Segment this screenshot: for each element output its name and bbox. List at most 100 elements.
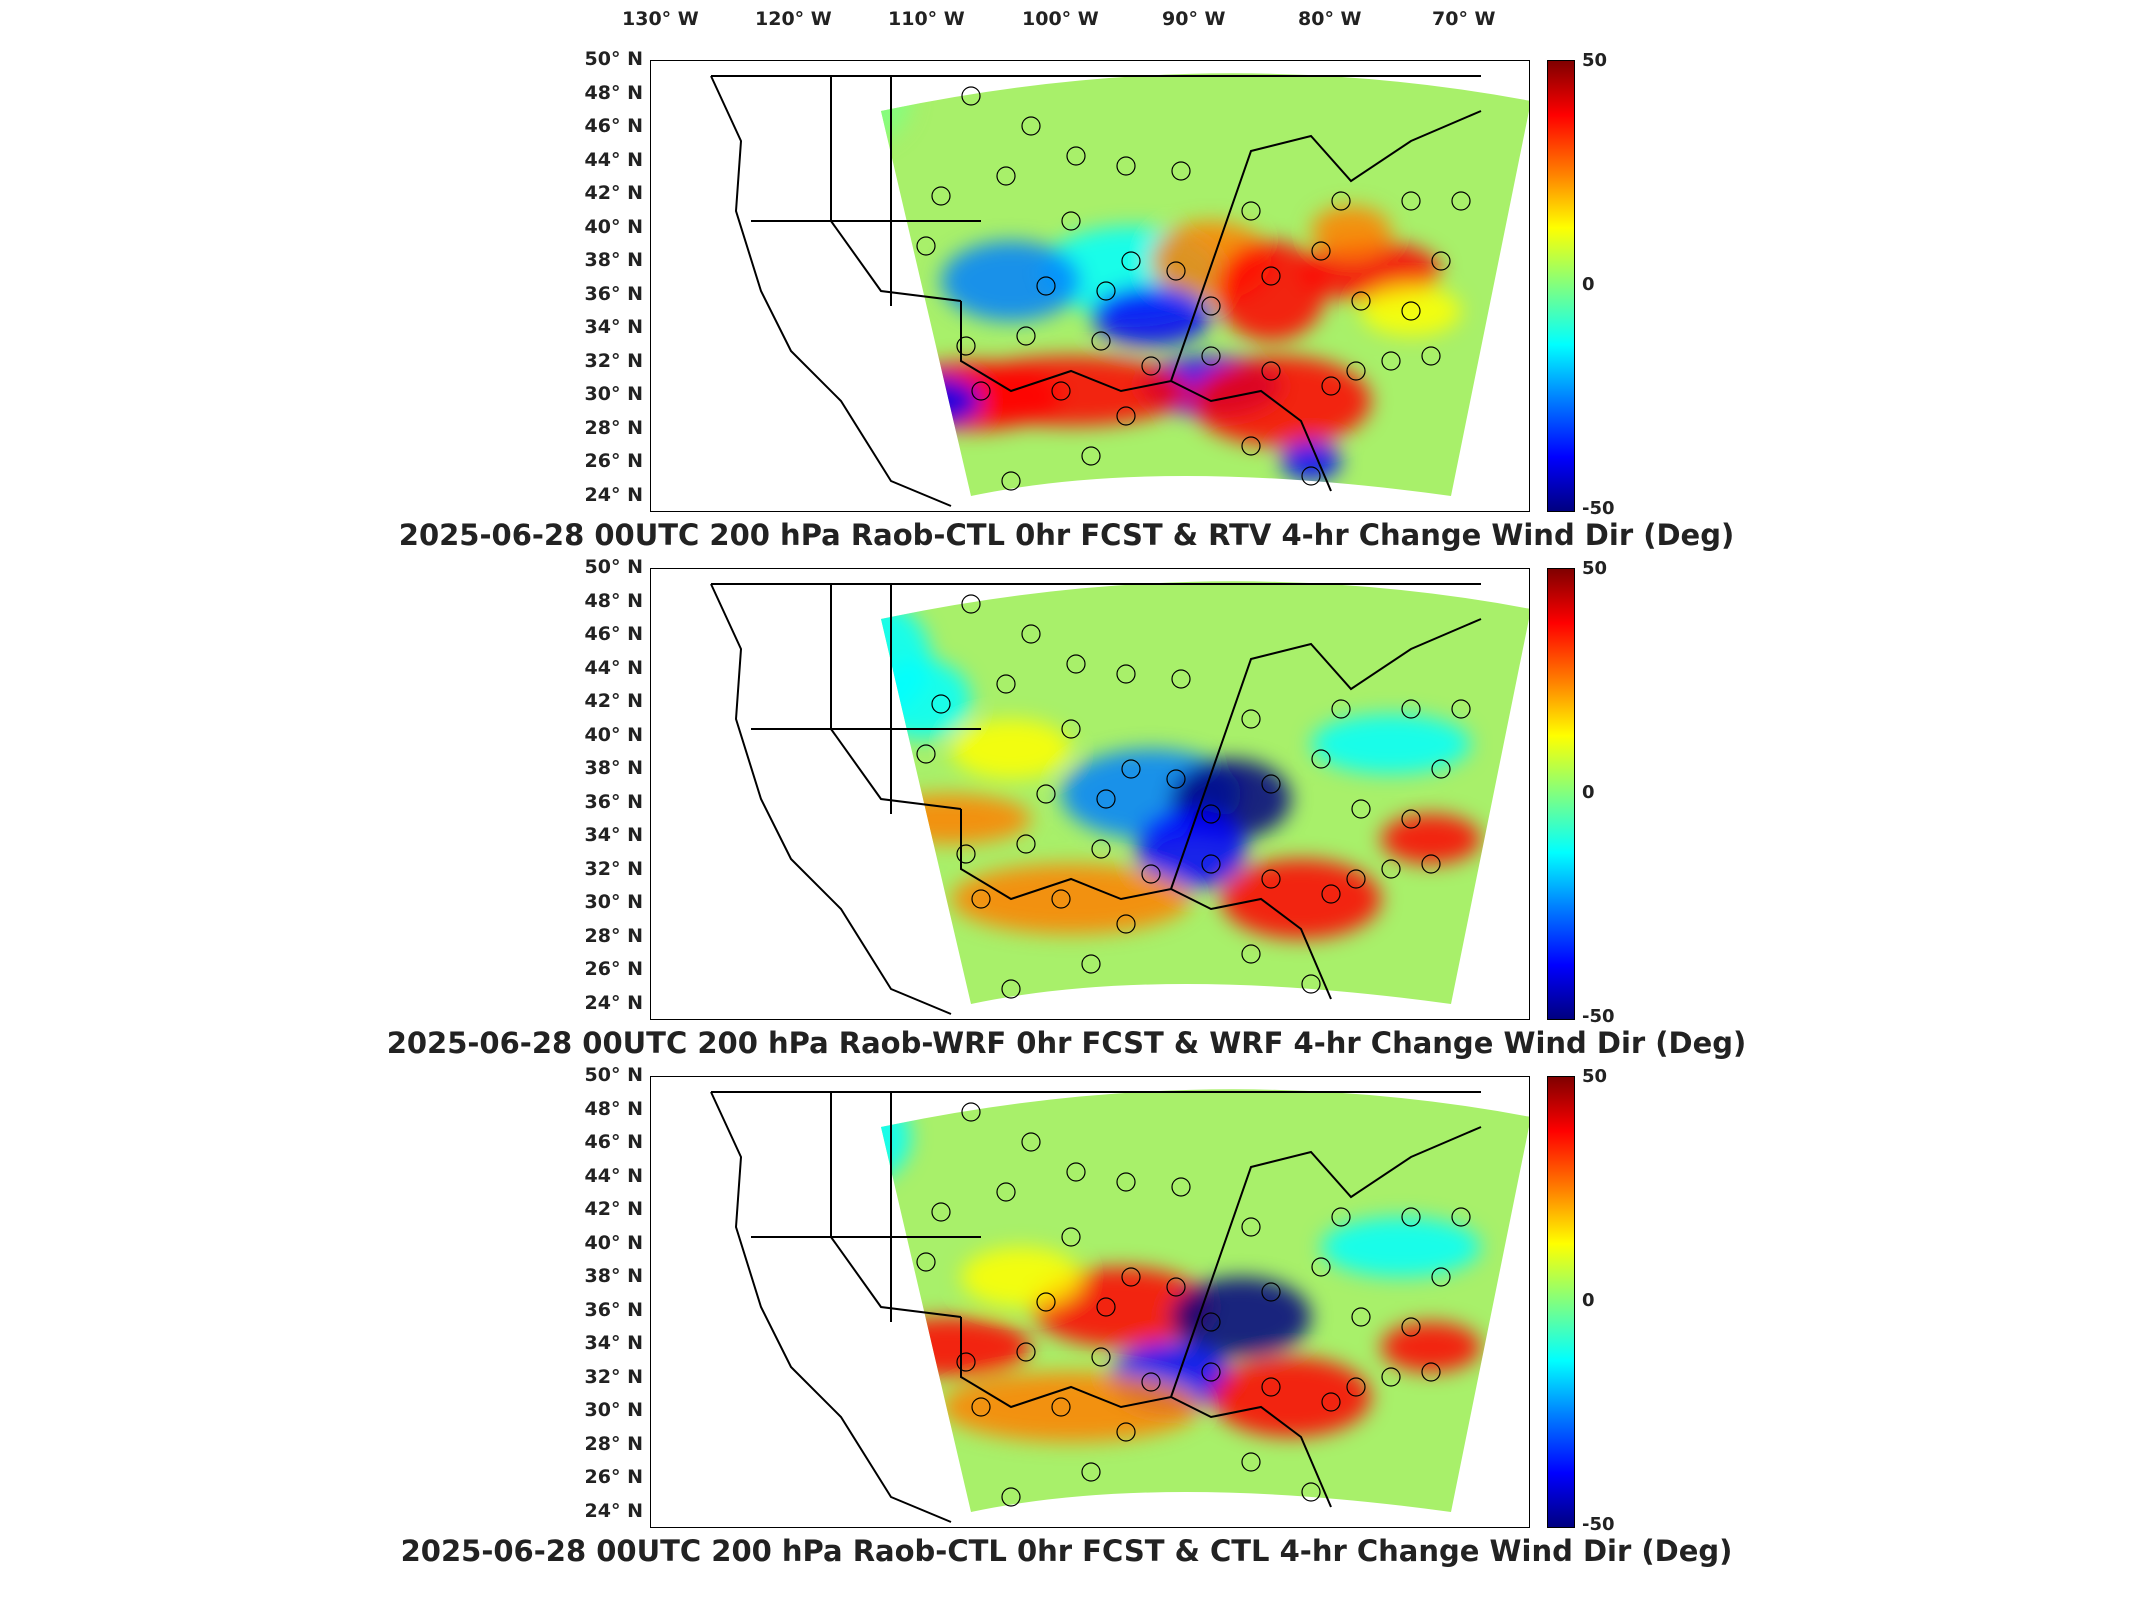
raob-station-marker — [1241, 1217, 1261, 1237]
raob-station-marker — [1201, 804, 1221, 824]
lat-label: 24° N — [584, 991, 643, 1014]
raob-station-marker — [1261, 1377, 1281, 1397]
raob-station-marker — [1061, 719, 1081, 739]
raob-station-marker — [1171, 1177, 1191, 1197]
raob-station-marker — [1201, 1362, 1221, 1382]
raob-station-marker — [1241, 709, 1261, 729]
map-svg — [710, 73, 1529, 507]
colorbar-mid-label: 0 — [1582, 274, 1595, 295]
raob-station-marker — [971, 889, 991, 909]
raob-station-marker — [1331, 699, 1351, 719]
raob-station-marker — [1096, 1297, 1116, 1317]
lon-label: 120° W — [755, 8, 832, 30]
field-anomaly — [1381, 814, 1481, 864]
lat-label: 32° N — [584, 349, 643, 372]
raob-station-marker — [1431, 1267, 1451, 1287]
raob-station-marker — [1166, 769, 1186, 789]
raob-station-marker — [1141, 1372, 1161, 1392]
raob-station-marker — [1201, 854, 1221, 874]
raob-station-marker — [1036, 1292, 1056, 1312]
lon-label: 130° W — [622, 8, 699, 30]
raob-station-marker — [971, 1397, 991, 1417]
colorbar-max-label: 50 — [1582, 50, 1608, 71]
raob-station-marker — [916, 1252, 936, 1272]
colorbar-max-label: 50 — [1582, 1066, 1608, 1087]
field-anomaly — [881, 1317, 1031, 1377]
lon-label: 90° W — [1162, 8, 1226, 30]
raob-station-marker — [1311, 241, 1331, 261]
raob-station-marker — [1421, 854, 1441, 874]
raob-station-marker — [931, 186, 951, 206]
panel-title: 2025-06-28 00UTC 200 hPa Raob-WRF 0hr FC… — [386, 1026, 1747, 1060]
lat-label: 50° N — [584, 556, 643, 578]
field-anomaly — [1321, 1217, 1481, 1277]
lat-label: 48° N — [584, 81, 643, 104]
map-frame — [650, 60, 1530, 512]
raob-station-marker — [1141, 864, 1161, 884]
raob-station-marker — [1401, 809, 1421, 829]
raob-station-marker — [1301, 1482, 1321, 1502]
field-anomaly — [1311, 714, 1471, 774]
raob-station-marker — [1016, 326, 1036, 346]
lat-label: 46° N — [584, 1131, 643, 1153]
map-svg — [710, 1089, 1529, 1523]
raob-station-marker — [1241, 944, 1261, 964]
map-panel-2: 50° N 48° N 46° N 44° N 42° N 40° N 38° N 36° N… — [0, 556, 2133, 1078]
raob-station-marker — [1096, 789, 1116, 809]
raob-station-marker — [1201, 1312, 1221, 1332]
raob-station-marker — [1451, 191, 1471, 211]
raob-station-marker — [1066, 1162, 1086, 1182]
raob-station-marker — [1021, 116, 1041, 136]
map-svg — [710, 581, 1529, 1015]
raob-station-marker — [1381, 859, 1401, 879]
raob-station-marker — [996, 166, 1016, 186]
raob-station-marker — [1346, 361, 1366, 381]
raob-station-marker — [1066, 654, 1086, 674]
map-panel-3: 50° N 48° N 46° N 44° N 42° N 40° N 38° N 36° N… — [0, 1064, 2133, 1586]
field-anomaly — [951, 864, 1191, 934]
raob-station-marker — [1171, 669, 1191, 689]
raob-station-marker — [1351, 1307, 1371, 1327]
field-anomaly — [941, 241, 1081, 321]
lat-label: 40° N — [584, 215, 643, 238]
raob-station-marker — [1201, 296, 1221, 316]
raob-station-marker — [971, 381, 991, 401]
raob-station-marker — [1451, 1207, 1471, 1227]
raob-station-marker — [1091, 331, 1111, 351]
raob-station-marker — [1051, 889, 1071, 909]
raob-station-marker — [1016, 1342, 1036, 1362]
raob-station-marker — [1241, 1452, 1261, 1472]
raob-station-marker — [956, 336, 976, 356]
colorbar-mid-label: 0 — [1582, 1290, 1595, 1311]
raob-station-marker — [1261, 774, 1281, 794]
raob-station-marker — [1401, 699, 1421, 719]
lat-label: 30° N — [584, 1399, 643, 1421]
field-anomaly — [1211, 1357, 1371, 1437]
raob-station-marker — [1061, 1227, 1081, 1247]
raob-station-marker — [1421, 1362, 1441, 1382]
lat-label: 50° N — [584, 1064, 643, 1086]
raob-station-marker — [1001, 979, 1021, 999]
colorbar-min-label: -50 — [1582, 498, 1615, 519]
colorbar-max-label: 50 — [1582, 558, 1608, 579]
lat-label: 38° N — [584, 249, 643, 271]
lat-label: 26° N — [584, 450, 643, 472]
map-panel-1: 50° N 48° N 46° N 44° N 42° N 40° N 38° N 36° N… — [0, 48, 2133, 570]
raob-station-marker — [1166, 1277, 1186, 1297]
field-anomaly — [881, 376, 981, 426]
raob-station-marker — [1301, 466, 1321, 486]
lon-label: 100° W — [1022, 8, 1099, 30]
raob-station-marker — [1166, 261, 1186, 281]
raob-station-marker — [1116, 664, 1136, 684]
raob-station-marker — [1116, 914, 1136, 934]
raob-station-marker — [931, 1202, 951, 1222]
raob-station-marker — [1116, 1172, 1136, 1192]
raob-station-marker — [931, 694, 951, 714]
raob-station-marker — [1351, 799, 1371, 819]
lat-label: 34° N — [584, 316, 643, 338]
raob-station-marker — [1116, 156, 1136, 176]
raob-station-marker — [961, 86, 981, 106]
raob-station-marker — [1116, 1422, 1136, 1442]
field-anomaly — [1091, 286, 1211, 346]
lat-label: 40° N — [584, 723, 643, 746]
